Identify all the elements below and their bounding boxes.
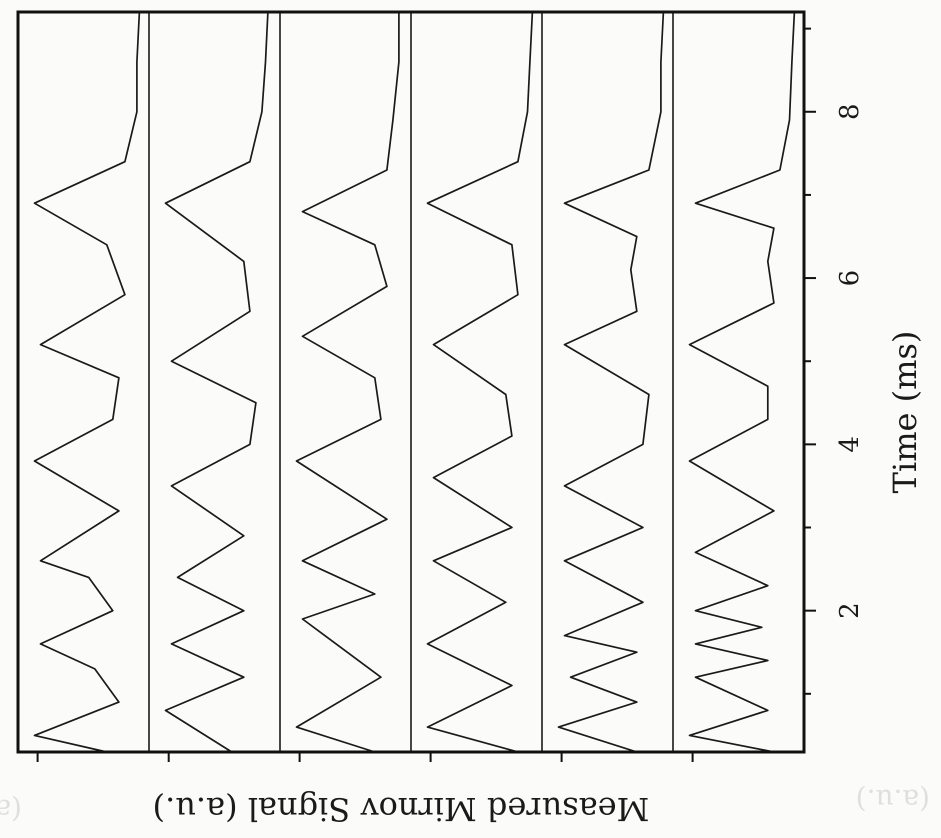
time-tick-label: 8 [835,104,865,121]
time-tick-label: 4 [835,436,865,453]
signal-trace-3 [295,11,400,753]
plot-area [33,11,796,753]
time-axis: 2 4 6 8 [804,27,865,695]
time-tick-label: 2 [835,602,865,619]
ghost-text-right: (a.u.) [856,783,930,816]
signal-trace-5 [557,11,665,753]
y-axis-label: Measured Mirnov Signal (a.u.) [153,790,650,828]
signal-trace-6 [688,11,796,753]
signal-trace-2 [164,11,269,753]
plot-frame [16,10,806,754]
signal-trace-1 [33,11,141,753]
signal-trace-4 [426,11,534,753]
ghost-text-left: (a.u.) [0,793,22,826]
time-tick-label: 6 [835,270,865,287]
x-axis-label: Time (ms) [886,331,924,494]
ghost-layer: (a.u.) (a.u.) [0,783,930,826]
signal-axis [36,752,694,762]
